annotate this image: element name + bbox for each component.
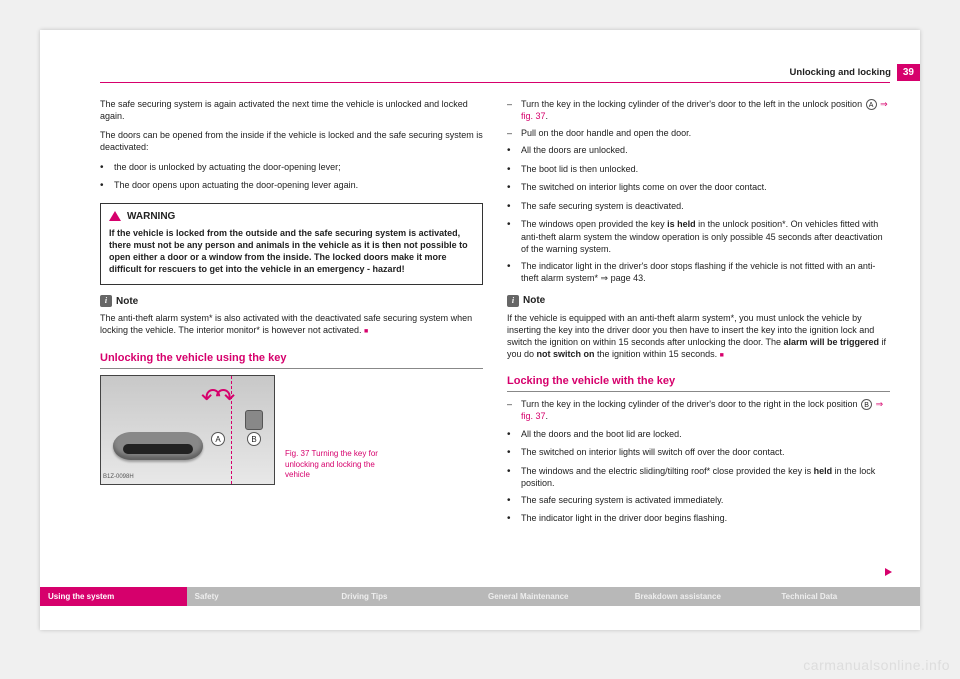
note-label: Note xyxy=(523,294,545,308)
marker-b: B xyxy=(247,432,261,446)
bullet-icon xyxy=(507,465,521,489)
column-left: The safe securing system is again activa… xyxy=(100,98,483,580)
marker-a: A xyxy=(211,432,225,446)
note-body: The anti-theft alarm system* is also act… xyxy=(100,312,483,337)
figure: ↶↷ A B B1Z-0098H Fig. 37 Turning the key… xyxy=(100,375,483,485)
bullet-item: All the doors and the boot lid are locke… xyxy=(507,428,890,442)
footer-tab-safety[interactable]: Safety xyxy=(187,587,334,606)
subsection-title: Unlocking the vehicle using the key xyxy=(100,351,483,369)
bullet-icon xyxy=(507,428,521,442)
bullet-text: All the doors are unlocked. xyxy=(521,144,628,158)
footer-tab-maintenance[interactable]: General Maintenance xyxy=(480,587,627,606)
bullet-item: All the doors are unlocked. xyxy=(507,144,890,158)
bullet-text: The windows and the electric sliding/til… xyxy=(521,465,890,489)
marker-b-inline: B xyxy=(861,399,872,410)
lock-cylinder xyxy=(245,410,263,430)
continue-icon xyxy=(885,568,892,576)
info-icon: i xyxy=(507,295,519,307)
para: The safe securing system is again activa… xyxy=(100,98,483,122)
bullet-icon xyxy=(507,260,521,284)
bullet-item: The switched on interior lights will swi… xyxy=(507,446,890,460)
content-columns: The safe securing system is again activa… xyxy=(100,98,890,580)
marker-a-inline: A xyxy=(866,99,877,110)
bullet-icon xyxy=(100,179,114,193)
bullet-text: The switched on interior lights will swi… xyxy=(521,446,784,460)
arrow-icon: ↶↷ xyxy=(201,382,229,414)
step-item: Turn the key in the locking cylinder of … xyxy=(507,98,890,122)
watermark: carmanualsonline.info xyxy=(803,657,950,673)
section-title: Unlocking and locking xyxy=(790,67,897,78)
bullet-item: the door is unlocked by actuating the do… xyxy=(100,161,483,175)
bullet-item: The switched on interior lights come on … xyxy=(507,181,890,195)
dash-icon xyxy=(507,98,521,122)
note-label: Note xyxy=(116,295,138,309)
note-body: If the vehicle is equipped with an anti-… xyxy=(507,312,890,361)
bullet-icon xyxy=(507,163,521,177)
bullet-text: The safe securing system is deactivated. xyxy=(521,200,684,214)
page-number: 39 xyxy=(897,64,920,81)
bullet-item: The windows open provided the key is hel… xyxy=(507,218,890,254)
warning-body: If the vehicle is locked from the outsid… xyxy=(109,227,474,276)
page-header: Unlocking and locking 39 xyxy=(790,64,920,81)
note-heading: i Note xyxy=(100,295,483,309)
step-text: Pull on the door handle and open the doo… xyxy=(521,127,691,139)
step-text: Turn the key in the locking cylinder of … xyxy=(521,398,890,422)
header-rule xyxy=(100,82,890,83)
dash-icon xyxy=(507,398,521,422)
bullet-item: The indicator light in the driver door b… xyxy=(507,512,890,526)
bullet-text: The indicator light in the driver's door… xyxy=(521,260,890,284)
bullet-icon xyxy=(507,494,521,508)
figure-tag: B1Z-0098H xyxy=(103,473,134,481)
end-mark: ■ xyxy=(720,352,724,359)
bullet-text: The boot lid is then unlocked. xyxy=(521,163,638,177)
bullet-item: The safe securing system is activated im… xyxy=(507,494,890,508)
end-mark: ■ xyxy=(364,328,368,335)
subsection-title: Locking the vehicle with the key xyxy=(507,374,890,392)
warning-icon xyxy=(109,211,121,221)
bullet-icon xyxy=(507,512,521,526)
bullet-item: The safe securing system is deactivated. xyxy=(507,200,890,214)
figure-image: ↶↷ A B B1Z-0098H xyxy=(100,375,275,485)
para: The doors can be opened from the inside … xyxy=(100,129,483,153)
note-heading: i Note xyxy=(507,294,890,308)
step-item: Turn the key in the locking cylinder of … xyxy=(507,398,890,422)
bullet-icon xyxy=(507,446,521,460)
warning-box: WARNING If the vehicle is locked from th… xyxy=(100,203,483,285)
figure-caption: Fig. 37 Turning the key for unlocking an… xyxy=(285,449,395,484)
dash-icon xyxy=(507,127,521,139)
bullet-text: All the doors and the boot lid are locke… xyxy=(521,428,682,442)
bullet-item: The indicator light in the driver's door… xyxy=(507,260,890,284)
column-right: Turn the key in the locking cylinder of … xyxy=(507,98,890,580)
manual-page: Unlocking and locking 39 The safe securi… xyxy=(40,30,920,630)
bullet-icon xyxy=(100,161,114,175)
footer-tab-breakdown[interactable]: Breakdown assistance xyxy=(627,587,774,606)
warning-label: WARNING xyxy=(127,210,175,224)
bullet-icon xyxy=(507,218,521,254)
bullet-icon xyxy=(507,181,521,195)
bullet-icon xyxy=(507,200,521,214)
handle-slot xyxy=(123,444,193,454)
footer-tab-technical[interactable]: Technical Data xyxy=(773,587,920,606)
bullet-item: The windows and the electric sliding/til… xyxy=(507,465,890,489)
footer-tab-using[interactable]: Using the system xyxy=(40,587,187,606)
footer-nav: Using the system Safety Driving Tips Gen… xyxy=(40,587,920,606)
info-icon: i xyxy=(100,295,112,307)
bullet-text: The switched on interior lights come on … xyxy=(521,181,767,195)
bullet-item: The boot lid is then unlocked. xyxy=(507,163,890,177)
bullet-text: The safe securing system is activated im… xyxy=(521,494,723,508)
bullet-text: the door is unlocked by actuating the do… xyxy=(114,161,341,175)
bullet-icon xyxy=(507,144,521,158)
warning-heading: WARNING xyxy=(109,210,474,224)
step-text: Turn the key in the locking cylinder of … xyxy=(521,98,890,122)
bullet-text: The indicator light in the driver door b… xyxy=(521,512,727,526)
bullet-text: The door opens upon actuating the door-o… xyxy=(114,179,358,193)
bullet-item: The door opens upon actuating the door-o… xyxy=(100,179,483,193)
footer-tab-driving[interactable]: Driving Tips xyxy=(333,587,480,606)
step-item: Pull on the door handle and open the doo… xyxy=(507,127,890,139)
bullet-text: The windows open provided the key is hel… xyxy=(521,218,890,254)
door-line xyxy=(231,376,232,484)
